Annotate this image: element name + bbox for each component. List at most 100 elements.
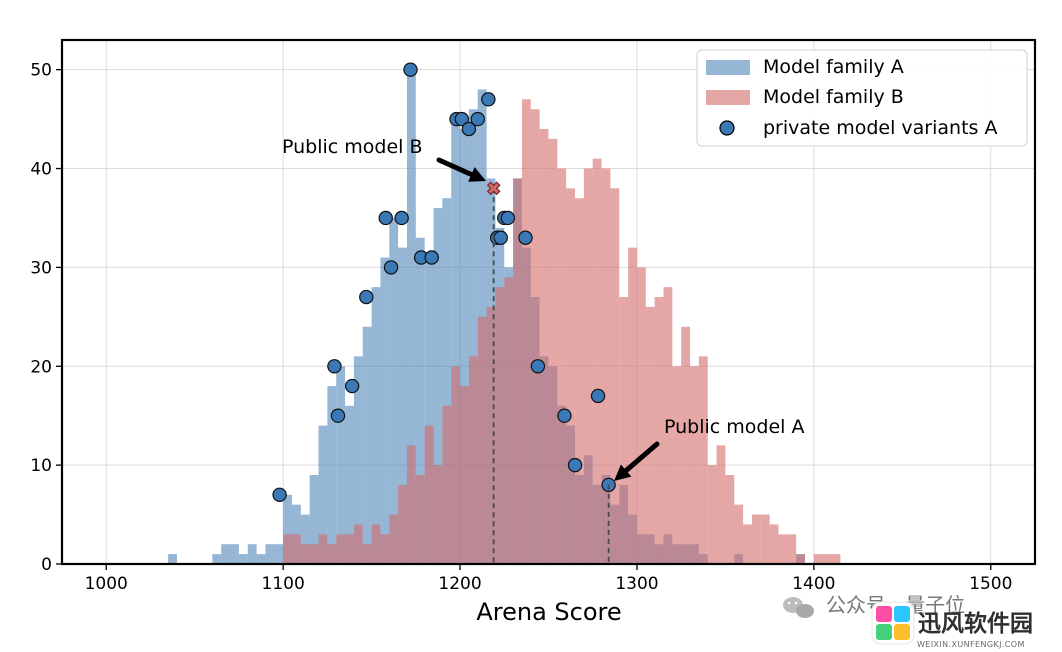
histogram-bar-model-family-b <box>813 554 823 564</box>
private-variant-point <box>461 121 477 137</box>
annotation-layer: Public model B Public model A <box>282 136 804 564</box>
histogram-bar-model-family-b <box>451 366 461 564</box>
histogram-bar-model-family-a <box>336 366 346 564</box>
histogram-bar-model-family-b <box>787 534 797 564</box>
legend-box <box>696 49 1028 147</box>
histogram-bar-model-family-b <box>468 356 478 564</box>
histogram-bar-model-family-b <box>583 168 593 564</box>
histogram-bar-model-family-b <box>442 405 452 564</box>
x-tick-label: 1500 <box>969 574 1012 594</box>
histogram-bar-model-family-a <box>460 128 469 564</box>
histogram-bar-model-family-b <box>778 534 788 564</box>
histogram-bar-model-family-b <box>424 425 434 564</box>
histogram-bar-model-family-a <box>300 514 310 564</box>
histogram-bar-model-family-b <box>477 316 487 564</box>
histogram-bar-model-family-b <box>504 277 514 564</box>
histogram-bar-model-family-a <box>433 208 443 564</box>
y-tick-label: 40 <box>30 160 52 180</box>
histogram-bar-model-family-b <box>645 306 655 564</box>
histogram-bar-model-family-b <box>300 544 310 564</box>
private-variant-point <box>330 408 346 423</box>
x-tick-label: 1200 <box>438 574 481 594</box>
histogram-bar-model-family-b <box>530 109 540 564</box>
histogram-bar-model-family-b <box>636 267 646 564</box>
histogram-bar-model-family-b <box>690 366 699 564</box>
histogram-bar-model-family-b <box>371 524 381 564</box>
x-axis-label: Arena Score <box>476 598 621 626</box>
public-model-a-arrow-shaft <box>623 441 660 474</box>
public-model-a-arrow-head <box>614 464 632 481</box>
histogram-bar-model-family-b <box>698 356 708 564</box>
histogram-bar-model-family-b <box>521 99 531 565</box>
x-tick-label: 1400 <box>792 574 835 594</box>
histogram-bar-model-family-b <box>743 524 752 564</box>
histogram-bar-model-family-b <box>415 475 425 564</box>
histogram-bar-model-family-a <box>309 475 319 564</box>
histogram-bar-model-family-a <box>274 544 284 564</box>
x-tick-label: 1100 <box>262 574 305 594</box>
histogram-bar-model-family-b <box>822 554 832 564</box>
histogram-bar-model-family-b <box>769 524 779 564</box>
histogram-bar-model-family-a <box>221 544 231 564</box>
public-model-b-arrow-head <box>468 167 486 182</box>
brand-logo-icon <box>871 601 915 645</box>
histogram-bar-model-family-a <box>398 247 407 565</box>
histogram-bar-model-family-b <box>327 544 337 564</box>
histogram-bar-model-family-b <box>831 554 841 564</box>
histogram-bar-model-family-a <box>415 237 425 565</box>
histogram-bar-model-family-a <box>468 109 478 564</box>
histogram-bar-model-family-b <box>663 287 673 564</box>
private-variant-point <box>557 408 572 423</box>
private-variant-point <box>567 457 583 473</box>
histogram-bar-model-family-b <box>575 198 584 565</box>
histogram-bar-model-family-b <box>548 138 558 564</box>
private-variant-point <box>454 111 470 127</box>
histogram-bar-model-family-b <box>513 178 522 564</box>
histogram-bar-model-family-b <box>610 188 620 564</box>
private-variant-point <box>359 289 374 305</box>
histogram-bar-model-family-b <box>398 484 407 564</box>
watermark: 公众号 · 量子位 迅风软件园 WEIXIN.XUNFENGKJ.COM <box>783 593 1033 649</box>
histogram-bar-model-family-a <box>389 217 399 564</box>
histogram-bar-model-family-b <box>628 247 637 565</box>
histogram-bar-model-family-b <box>380 534 390 564</box>
private-variant-point <box>383 260 399 275</box>
x-tick-label: 1000 <box>85 574 128 594</box>
histogram-bar-model-family-b <box>486 306 496 564</box>
histogram-bar-model-family-a <box>442 198 452 565</box>
private-variant-point <box>394 210 409 226</box>
private-variant-point <box>530 359 546 374</box>
y-tick-label: 20 <box>30 357 52 377</box>
private-variant-point <box>500 210 516 226</box>
y-tick-label: 0 <box>41 555 52 575</box>
private-variant-point <box>378 210 393 226</box>
bars-layer <box>168 69 841 565</box>
histogram-bar-model-family-b <box>619 297 629 564</box>
histogram-bar-model-family-b <box>566 188 576 564</box>
public-model-b-marker <box>486 181 501 196</box>
histogram-bar-model-family-b <box>283 534 292 564</box>
brand-name: 迅风软件园 <box>918 610 1033 637</box>
y-tick-label: 10 <box>30 456 52 476</box>
histogram-bar-model-family-a <box>362 326 372 564</box>
histogram-bar-model-family-b <box>291 534 301 564</box>
private-variant-point <box>470 111 485 127</box>
histogram-bar-model-family-b <box>681 326 691 564</box>
x-tick-label: 1300 <box>615 574 658 594</box>
histogram-bar-model-family-b <box>796 554 806 564</box>
histogram-bar-model-family-a <box>371 287 381 564</box>
histogram-bar-model-family-b <box>460 386 469 564</box>
histogram-bar-model-family-b <box>345 534 354 564</box>
histogram-bar-model-family-b <box>433 465 443 564</box>
histogram-bar-model-family-a <box>424 257 434 564</box>
private-variant-point <box>272 487 287 502</box>
private-variant-point <box>424 250 439 265</box>
private-variant-point <box>403 62 418 77</box>
private-variant-point <box>518 230 533 245</box>
histogram-bar-model-family-b <box>336 534 346 564</box>
y-tick-label: 50 <box>30 61 52 81</box>
legend-label-model-family-b: Model family B <box>763 86 904 108</box>
histogram-bar-model-family-b <box>725 475 735 564</box>
histogram-bar-model-family-b <box>672 366 682 564</box>
